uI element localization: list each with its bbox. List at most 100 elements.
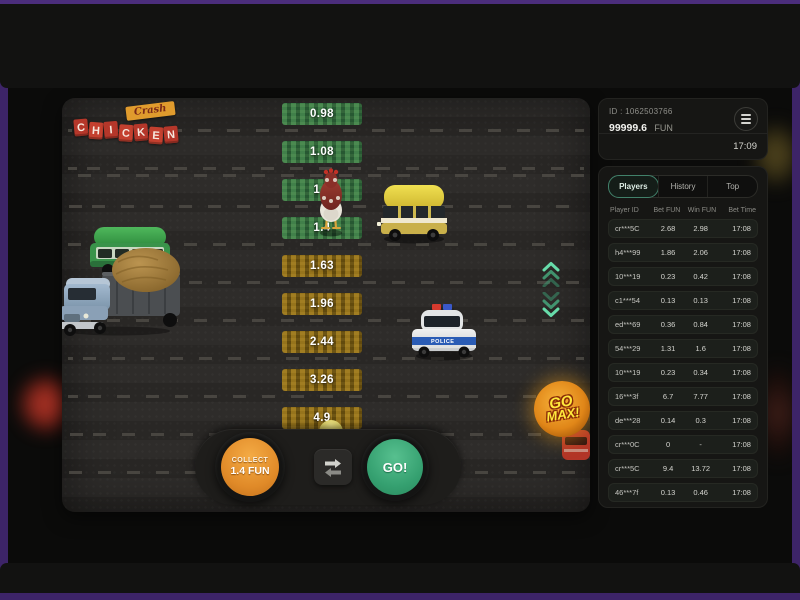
bet-time: 17:08: [732, 392, 751, 401]
win-value: 0.3: [695, 416, 706, 425]
side-panel: ID : 1062503766 99999.6 FUN 17:09 Player…: [598, 98, 768, 508]
column-header: Bet FUN: [653, 206, 681, 214]
bet-value: 0.13: [660, 296, 676, 305]
win-value: -: [699, 440, 702, 449]
game-panel: 0.981.081.21.41.631.962.443.264.9 CHICKE…: [62, 98, 590, 512]
win-value: 2.06: [693, 248, 708, 257]
logo-crash-tag: Crash: [125, 101, 176, 121]
table-row: 16***3f 6.7 7.77 17:08: [608, 387, 758, 406]
bet-time: 17:08: [732, 440, 751, 449]
bet-time: 17:08: [732, 464, 751, 473]
player-id-text: ID : 1062503766: [609, 107, 673, 116]
bet-value: 1.86: [660, 248, 676, 257]
bet-time: 17:08: [732, 296, 751, 305]
lane-divider: [68, 167, 584, 170]
bet-value: 0.13: [660, 488, 676, 497]
tab-history[interactable]: History: [657, 176, 708, 197]
bet-value: 9.4: [662, 464, 674, 473]
go-button[interactable]: GO!: [367, 439, 423, 495]
bet-value: 0.23: [660, 368, 676, 377]
bottom-chrome-bar: [0, 563, 800, 593]
lane-multiplier-patch: 3.26: [282, 369, 362, 391]
player-id: 10***19: [615, 368, 641, 377]
table-row: cr***5C 9.4 13.72 17:08: [608, 459, 758, 478]
swap-bet-button[interactable]: [314, 449, 352, 485]
police-label: POLICE: [431, 339, 454, 345]
yellow-van: [377, 185, 447, 244]
players-card: Players History Top Player ID Bet FUN Win FU…: [598, 166, 768, 508]
lane-multiplier-patch: 1.96: [282, 293, 362, 315]
table-row: 10***19 0.23 0.42 17:08: [608, 267, 758, 286]
collect-value: 1.4 FUN: [230, 465, 270, 477]
player-id: 46***7f: [615, 488, 639, 497]
win-value: 7.77: [693, 392, 708, 401]
player-id: 10***19: [615, 272, 641, 281]
logo-letter: N: [163, 125, 179, 144]
win-value: 0.42: [693, 272, 708, 281]
table-row: cr***0C 0 - 17:08: [608, 435, 758, 454]
bet-time: 17:08: [732, 224, 751, 233]
lane-multiplier-label: 0.98: [310, 108, 334, 120]
player-id: cr***5C: [615, 464, 640, 473]
go-button-ring: GO!: [361, 433, 429, 501]
bet-time: 17:08: [732, 368, 751, 377]
table-row: de***28 0.14 0.3 17:08: [608, 411, 758, 430]
road: [62, 98, 590, 512]
card-divider: [599, 133, 767, 134]
column-header: Bet Time: [728, 206, 756, 214]
red-car: [562, 430, 590, 460]
lane-divider: [68, 281, 584, 284]
lane-multiplier-label: 1.63: [310, 260, 334, 272]
players-table-body: cr***5C 2.68 2.98 17:08 h4***99 1.86 2.06 17:08…: [608, 219, 758, 502]
balance-line: 99999.6 FUN: [609, 118, 757, 136]
logo-letter: H: [88, 121, 104, 140]
logo-letter: K: [133, 123, 149, 142]
lane-multiplier-label: 2.44: [310, 336, 334, 348]
win-value: 2.98: [693, 224, 708, 233]
bet-time: 17:08: [732, 248, 751, 257]
column-header: Win FUN: [687, 206, 717, 214]
lane-divider: [68, 129, 584, 132]
logo-letter: C: [73, 118, 89, 137]
lane-divider: [68, 395, 584, 398]
win-value: 0.34: [693, 368, 708, 377]
lane-multiplier-label: 3.26: [310, 374, 334, 386]
table-row: cr***5C 2.68 2.98 17:08: [608, 219, 758, 238]
tab-top[interactable]: Top: [707, 176, 757, 197]
tab-players[interactable]: Players: [608, 175, 659, 198]
scroll-up-icon[interactable]: [542, 261, 560, 287]
lane-multiplier-patch: 1.63: [282, 255, 362, 277]
menu-icon[interactable]: [734, 107, 758, 131]
bet-value: 0: [665, 440, 671, 449]
lane-multiplier-patch: 4.9: [282, 407, 362, 429]
win-value: 0.84: [693, 320, 708, 329]
column-header: Player ID: [610, 206, 639, 214]
background-blur-vehicle: [14, 183, 66, 313]
player-id: cr***0C: [615, 440, 640, 449]
collect-button-ring: COLLECT 1.4 FUN: [215, 432, 285, 502]
collect-button[interactable]: COLLECT 1.4 FUN: [221, 438, 279, 496]
balance-currency: FUN: [654, 123, 673, 133]
chicken-character: [320, 168, 342, 237]
win-value: 13.72: [691, 464, 711, 473]
table-row: ed***69 0.36 0.84 17:08: [608, 315, 758, 334]
bet-time: 17:08: [732, 320, 751, 329]
logo-letter: C: [118, 124, 134, 143]
table-row: c1***54 0.13 0.13 17:08: [608, 291, 758, 310]
player-id: c1***54: [615, 296, 641, 305]
account-card: ID : 1062503766 99999.6 FUN 17:09: [598, 98, 768, 160]
win-value: 0.46: [693, 488, 708, 497]
lane-divider: [68, 357, 584, 360]
clock-text: 17:09: [733, 141, 757, 152]
tab-bar: Players History Top: [608, 175, 758, 198]
scroll-down-icon[interactable]: [542, 292, 560, 318]
logo-letter: I: [103, 120, 119, 139]
bet-value: 0.14: [660, 416, 676, 425]
bet-value: 0.36: [660, 320, 676, 329]
bet-value: 6.7: [662, 392, 674, 401]
top-chrome-bar: [0, 4, 800, 88]
lane-multiplier-patch: 0.98: [282, 103, 362, 125]
